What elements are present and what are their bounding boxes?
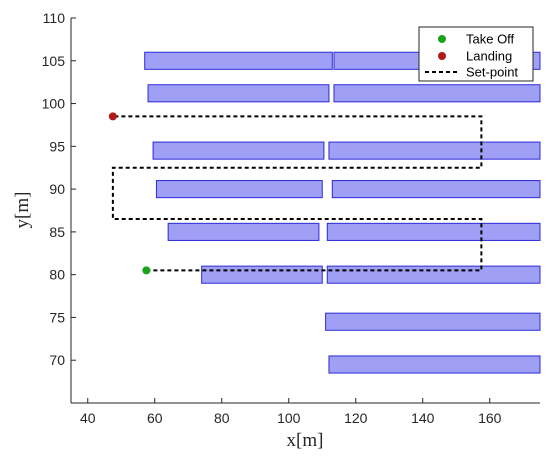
obstacle-bar-8	[167, 222, 320, 241]
obstacle-bar-3	[333, 84, 541, 103]
y-tick-label-70: 70	[49, 352, 65, 368]
takeoff-point	[142, 266, 151, 275]
y-tick-label-110: 110	[43, 10, 66, 26]
obstacle-bar-10	[201, 265, 323, 284]
y-tick-label-80: 80	[49, 267, 65, 283]
legend-setpoint-label: Set-point	[466, 65, 518, 80]
setpoint-line	[111, 115, 483, 272]
x-axis-label: x[m]	[287, 430, 324, 451]
y-axis-label: y[m]	[12, 192, 33, 229]
legend-box	[418, 26, 534, 82]
legend-takeoff-marker	[438, 35, 446, 43]
y-tick-label-105: 105	[42, 53, 66, 69]
y-tick-label-75: 75	[49, 309, 65, 325]
legend-takeoff-label: Take Off	[466, 32, 515, 47]
x-tick-label-80: 80	[214, 410, 230, 426]
x-tick-label-60: 60	[147, 410, 163, 426]
y-tick-label-95: 95	[49, 138, 65, 154]
y-tick-label-85: 85	[49, 224, 65, 240]
marker-group	[108, 112, 151, 275]
x-tick-label-100: 100	[277, 410, 301, 426]
legend-landing-label: Landing	[466, 49, 512, 64]
axes	[70, 18, 540, 404]
y-tick-label-100: 100	[42, 96, 66, 112]
obstacle-bar-4	[152, 141, 325, 160]
obstacle-bar-9	[326, 222, 541, 241]
x-tick-label-160: 160	[478, 410, 502, 426]
obstacle-bar-7	[331, 180, 541, 199]
landing-point	[108, 112, 117, 121]
obstacle-bar-11	[326, 265, 541, 284]
y-tick-label-90: 90	[49, 181, 65, 197]
obstacle-bar-0	[144, 51, 333, 70]
obstacle-bar-2	[147, 84, 330, 103]
obstacle-bar-6	[155, 180, 323, 199]
x-tick-label-40: 40	[80, 410, 96, 426]
legend: Take Off Landing Set-point	[418, 26, 534, 82]
setpoint-line-group	[111, 115, 483, 272]
obstacle-bar-12	[325, 312, 541, 331]
x-tick-label-120: 120	[344, 410, 368, 426]
obstacle-bar-5	[328, 141, 541, 160]
obstacle-bar-13	[328, 355, 541, 374]
tick-group: 40 60 80 100 120 140 160 70 75 80 85 90 95 100 105 110	[42, 10, 502, 426]
x-tick-label-140: 140	[411, 410, 435, 426]
obstacle-group	[144, 51, 541, 374]
legend-landing-marker	[438, 52, 446, 60]
